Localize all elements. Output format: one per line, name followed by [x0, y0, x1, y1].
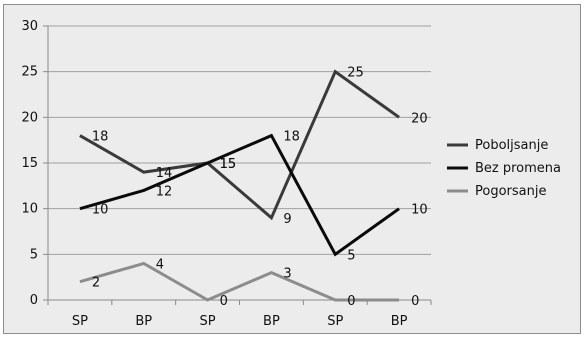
data-label: 18 [283, 130, 300, 145]
data-label: 5 [347, 248, 355, 263]
x-tick-label: BP [135, 314, 152, 329]
legend-label: Bez promena [475, 161, 561, 176]
data-label: 0 [411, 294, 419, 309]
y-tick-label: 25 [21, 65, 38, 80]
x-tick-label: BP [391, 314, 408, 329]
data-label: 0 [347, 294, 355, 309]
series-lines [79, 69, 400, 302]
data-label: 12 [156, 184, 173, 199]
y-tick-label: 15 [21, 156, 38, 171]
series-line-1 [79, 69, 400, 221]
data-label: 2 [92, 276, 100, 291]
data-label: 10 [411, 203, 428, 218]
x-tick-label: SP [72, 314, 88, 329]
y-tick-label: 5 [30, 247, 38, 262]
y-tick-label: 30 [21, 19, 38, 34]
x-tick-label: SP [200, 314, 216, 329]
y-tick-label: 20 [21, 110, 38, 125]
data-label: 4 [156, 257, 164, 272]
chart-frame: 0 5 10 15 20 25 30 SP BP SP BP SP BP 18 14 15 9 25 20 10 12… [3, 4, 581, 334]
legend-label: Pogorsanje [475, 184, 546, 199]
legend: Poboljsanje Bez promena Pogorsanje [447, 138, 561, 199]
data-label: 20 [411, 111, 428, 126]
data-label: 25 [347, 66, 364, 81]
x-tick-label: SP [327, 314, 343, 329]
data-label: 15 [220, 157, 237, 172]
series-line-2 [79, 133, 400, 257]
y-tick-label: 0 [30, 293, 38, 308]
y-tick-label: 10 [21, 202, 38, 217]
data-label: 0 [220, 294, 228, 309]
data-label: 9 [283, 212, 291, 227]
data-label: 10 [92, 203, 109, 218]
legend-label: Poboljsanje [475, 138, 548, 153]
series-line-3 [79, 261, 400, 302]
x-tick-label: BP [263, 314, 280, 329]
data-label: 3 [283, 267, 291, 282]
data-label: 14 [156, 166, 173, 181]
gridlines [48, 25, 431, 255]
data-label: 15 [220, 157, 237, 172]
data-label: 18 [92, 130, 109, 145]
